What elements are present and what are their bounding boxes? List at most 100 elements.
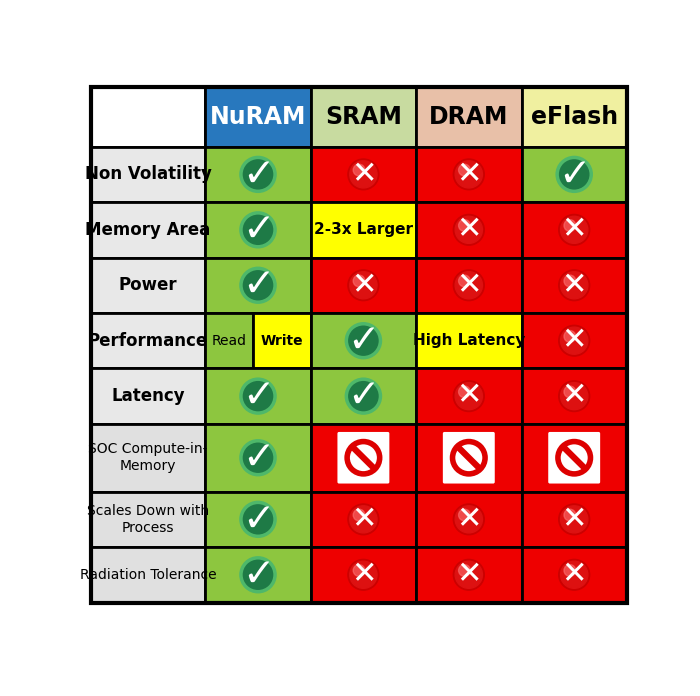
Circle shape (557, 157, 592, 191)
Text: ✓: ✓ (241, 211, 274, 248)
Circle shape (241, 557, 275, 592)
Bar (205, 368, 311, 424)
Bar (522, 368, 627, 424)
Circle shape (458, 164, 470, 176)
Bar (416, 368, 522, 424)
Circle shape (455, 506, 482, 533)
Text: Performance: Performance (88, 332, 208, 349)
Bar (311, 202, 416, 258)
Bar (90, 491, 205, 547)
Circle shape (350, 561, 377, 588)
Text: ✕: ✕ (456, 560, 482, 590)
Bar (416, 258, 522, 313)
Bar (522, 313, 627, 368)
Bar (311, 368, 416, 424)
Bar (90, 86, 205, 147)
Circle shape (559, 325, 589, 356)
Bar (90, 424, 205, 491)
Bar (311, 313, 416, 368)
Text: 2-3x Larger: 2-3x Larger (314, 222, 413, 237)
Bar (205, 491, 311, 547)
Bar (205, 547, 311, 603)
Text: Power: Power (118, 276, 177, 294)
Bar (522, 147, 627, 202)
Bar (311, 424, 416, 491)
Circle shape (564, 386, 575, 397)
Text: ✕: ✕ (456, 215, 482, 244)
Circle shape (350, 271, 377, 299)
Text: ✓: ✓ (241, 377, 274, 415)
Circle shape (241, 379, 275, 413)
Circle shape (455, 383, 482, 410)
Bar (253, 313, 311, 368)
Bar (205, 202, 311, 258)
Bar (311, 258, 416, 313)
Bar (522, 202, 627, 258)
Text: ✕: ✕ (351, 505, 376, 534)
Text: ✓: ✓ (241, 155, 274, 193)
Text: Read: Read (211, 333, 246, 348)
Circle shape (454, 270, 484, 301)
Circle shape (564, 331, 575, 342)
Text: ✕: ✕ (456, 505, 482, 534)
Bar (416, 491, 522, 547)
Text: ✕: ✕ (561, 271, 587, 300)
Circle shape (561, 561, 588, 588)
Text: ✕: ✕ (456, 271, 482, 300)
Bar (416, 147, 522, 202)
Text: Latency: Latency (111, 387, 185, 405)
Circle shape (348, 504, 379, 535)
Bar (311, 147, 416, 202)
Circle shape (354, 509, 365, 521)
Bar (416, 86, 522, 147)
Text: ✕: ✕ (351, 271, 376, 300)
Text: SRAM: SRAM (325, 104, 402, 129)
Circle shape (241, 213, 275, 247)
Circle shape (458, 275, 470, 287)
Circle shape (350, 161, 377, 188)
Bar (416, 424, 522, 491)
Text: ✕: ✕ (456, 160, 482, 189)
Circle shape (564, 564, 575, 576)
Text: ✓: ✓ (347, 377, 379, 415)
Circle shape (348, 270, 379, 301)
FancyBboxPatch shape (548, 432, 600, 484)
Circle shape (559, 381, 589, 411)
Bar (90, 202, 205, 258)
Circle shape (454, 159, 484, 190)
Text: ✕: ✕ (561, 215, 587, 244)
Circle shape (354, 564, 365, 576)
Circle shape (564, 220, 575, 231)
Circle shape (454, 560, 484, 590)
Bar (90, 547, 205, 603)
Circle shape (455, 271, 482, 299)
Circle shape (455, 216, 482, 244)
Bar (311, 86, 416, 147)
Circle shape (559, 214, 589, 245)
Circle shape (346, 379, 381, 413)
Text: Write: Write (260, 333, 303, 348)
Bar (90, 313, 205, 368)
Text: NuRAM: NuRAM (210, 104, 306, 129)
Circle shape (454, 381, 484, 411)
Bar (90, 147, 205, 202)
Circle shape (559, 560, 589, 590)
Text: ✓: ✓ (241, 438, 274, 477)
Circle shape (241, 503, 275, 537)
Bar (416, 313, 522, 368)
Bar (311, 491, 416, 547)
Bar (205, 258, 311, 313)
Bar (205, 424, 311, 491)
Circle shape (564, 509, 575, 521)
Circle shape (458, 220, 470, 231)
Bar (416, 547, 522, 603)
Bar (522, 547, 627, 603)
Text: Memory Area: Memory Area (85, 221, 211, 239)
Bar (90, 368, 205, 424)
Bar (416, 202, 522, 258)
Text: ✓: ✓ (241, 500, 274, 538)
Text: DRAM: DRAM (429, 104, 508, 129)
Circle shape (561, 383, 588, 410)
Circle shape (458, 564, 470, 576)
Text: eFlash: eFlash (531, 104, 618, 129)
